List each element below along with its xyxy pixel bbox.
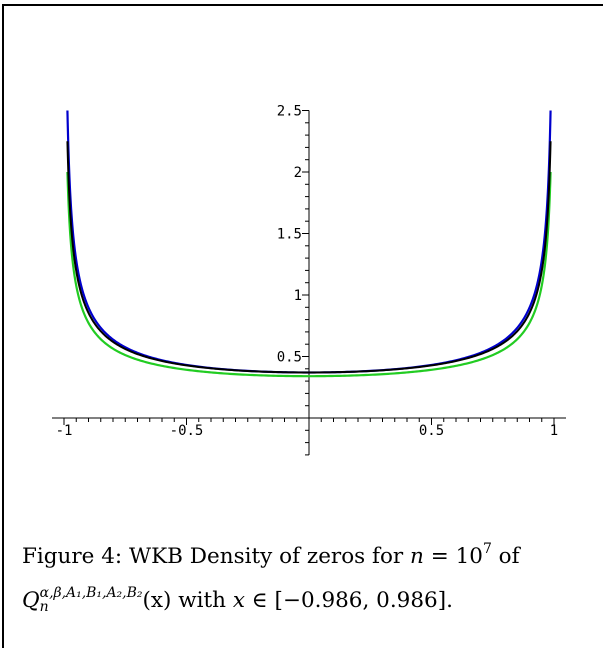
y-tick-label: 2 bbox=[294, 165, 302, 181]
caption-equals: = 10 bbox=[423, 543, 483, 569]
x-tick-label: -0.5 bbox=[170, 423, 204, 439]
ticks: -1 -0.5 0.5 1 0.5 1 1.5 2 2.5 bbox=[56, 104, 558, 456]
density-curve bbox=[66, 140, 552, 374]
x-tick-label: 1 bbox=[550, 423, 558, 439]
caption-Q-sup: α,β,A₁,B₁,A₂,B₂ bbox=[39, 584, 143, 601]
caption-line-2: Qα,β,A₁,B₁,A₂,B₂ n (x) with x ∈ [−0.986, 0… bbox=[22, 575, 597, 619]
caption-line-1: Figure 4: WKB Density of zeros for n = 1… bbox=[22, 531, 597, 575]
caption-interval: ∈ [−0.986, 0.986]. bbox=[244, 587, 453, 613]
caption-arg: (x) bbox=[142, 587, 172, 613]
y-tick-label: 1 bbox=[294, 288, 302, 304]
caption-text-1: Figure 4: WKB Density of zeros for bbox=[22, 543, 411, 569]
caption-Q-sub: n bbox=[39, 598, 49, 615]
y-tick-label: 0.5 bbox=[277, 350, 302, 366]
caption-of: of bbox=[491, 543, 520, 569]
figure-caption: Figure 4: WKB Density of zeros for n = 1… bbox=[22, 531, 597, 619]
y-tick-label: 2.5 bbox=[277, 104, 302, 120]
caption-with: with bbox=[171, 587, 233, 613]
caption-exponent: 7 bbox=[482, 541, 492, 557]
y-tick-label: 1.5 bbox=[277, 227, 302, 243]
series-group bbox=[66, 109, 552, 378]
caption-Q-indices: α,β,A₁,B₁,A₂,B₂ n bbox=[40, 575, 143, 619]
caption-x-var: x bbox=[232, 587, 245, 613]
density-curve bbox=[66, 170, 552, 378]
density-plot: -1 -0.5 0.5 1 0.5 1 1.5 2 2.5 bbox=[52, 104, 566, 456]
caption-Q: Q bbox=[22, 587, 40, 613]
figure-frame bbox=[2, 4, 603, 648]
caption-n-var: n bbox=[410, 543, 424, 569]
x-tick-label: -1 bbox=[56, 423, 73, 439]
x-tick-label: 0.5 bbox=[419, 423, 444, 439]
